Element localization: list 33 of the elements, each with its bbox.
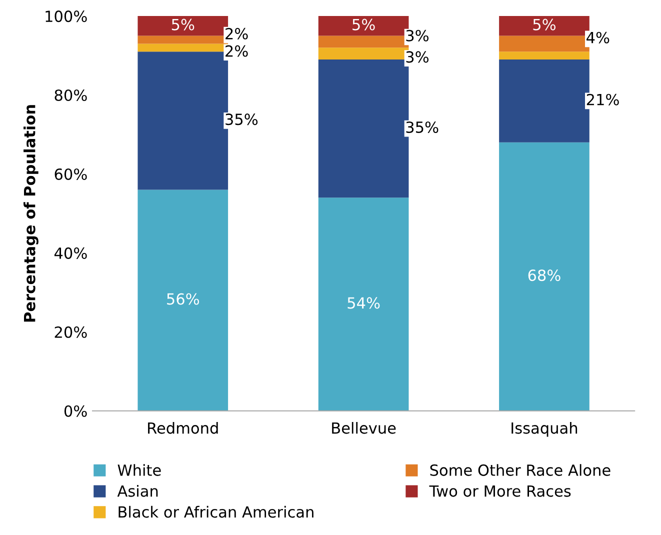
data-label: 5% xyxy=(533,18,556,30)
data-label: 3% xyxy=(406,30,428,42)
data-label: 5% xyxy=(352,18,375,30)
bar xyxy=(138,190,228,411)
y-tick-label: 40% xyxy=(54,247,87,259)
legend-label: Two or More Races xyxy=(429,485,571,497)
x-tick-label: Issaquah xyxy=(512,422,578,437)
data-label: 35% xyxy=(406,121,438,134)
bar xyxy=(499,142,590,411)
data-label: 3% xyxy=(406,51,428,63)
data-label: 5% xyxy=(172,18,194,30)
data-label: 68% xyxy=(528,270,560,282)
legend-label: Black or African American xyxy=(118,506,314,518)
data-label: 2% xyxy=(226,45,248,57)
y-tick-label: 80% xyxy=(54,89,87,102)
legend-label: Asian xyxy=(117,485,158,497)
data-label: 2% xyxy=(226,28,248,40)
data-label: 21% xyxy=(586,94,619,106)
legend-label: White xyxy=(118,464,161,476)
bar xyxy=(499,52,590,60)
bar xyxy=(318,198,409,411)
y-tick-label: 100% xyxy=(46,10,87,22)
y-axis-title: Percentage of Population xyxy=(24,105,38,322)
data-label: 56% xyxy=(167,293,200,305)
y-tick-label: 20% xyxy=(54,326,87,338)
x-tick-label: Bellevue xyxy=(332,422,396,434)
y-tick-label: 60% xyxy=(54,168,87,180)
x-tick-label: Redmond xyxy=(148,422,218,434)
y-tick-label: 0% xyxy=(64,405,87,417)
data-label: 54% xyxy=(348,297,380,309)
legend-label: Some Other Race Alone xyxy=(430,464,610,476)
data-label: 4% xyxy=(586,32,610,44)
data-label: 35% xyxy=(226,114,258,126)
